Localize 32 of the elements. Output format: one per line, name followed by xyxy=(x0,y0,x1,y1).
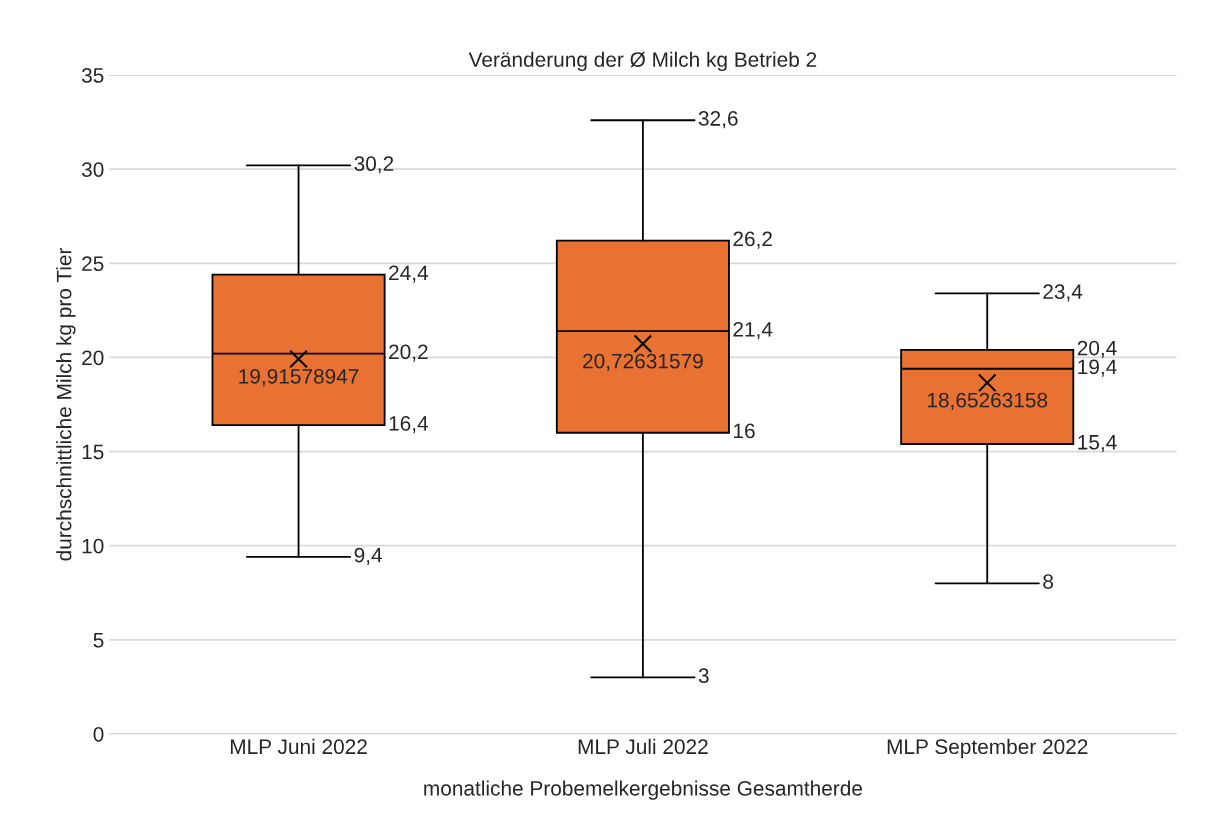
text: 16,4 xyxy=(389,416,429,434)
y-tick-label: 5 xyxy=(93,633,104,648)
y-tick-label: 0 xyxy=(93,726,104,742)
text: 20,2 xyxy=(389,344,428,362)
text: 19,91578947 xyxy=(239,368,359,387)
text: 8 xyxy=(1043,574,1053,589)
text: 32,6 xyxy=(698,111,738,129)
text: 16 xyxy=(734,423,755,439)
text: 15,4 xyxy=(1078,435,1117,453)
text: 19,4 xyxy=(1078,359,1117,377)
text: 18,65263158 xyxy=(927,392,1048,410)
x-tick-label: MLP September 2022 xyxy=(887,738,1088,759)
text: 21,4 xyxy=(733,321,773,340)
text: 20,4 xyxy=(1077,340,1117,358)
y-tick-label: 35 xyxy=(81,68,104,83)
text: 3 xyxy=(698,668,709,684)
text: 30,2 xyxy=(354,156,394,174)
x-tick-label: MLP Juni 2022 xyxy=(230,738,367,755)
text: 23,4 xyxy=(1043,284,1083,302)
chart-title: Veränderung der Ø Milch kg Betrieb 2 xyxy=(468,51,817,72)
x-tick-label: MLP Juli 2022 xyxy=(578,738,708,755)
y-tick-label: 20 xyxy=(82,350,104,366)
y-tick-label: 10 xyxy=(82,538,104,554)
x-axis-title: monatliche Probemelkergebnisse Gesamtherde xyxy=(424,780,862,800)
text: 9,4 xyxy=(354,547,382,566)
y-tick-label: 25 xyxy=(82,256,104,272)
y-axis-title: durchschnittliche Milch kg pro Tier xyxy=(56,247,76,561)
text: 20,72631579 xyxy=(583,353,703,371)
y-tick-label: 30 xyxy=(81,162,104,177)
y-tick-label: 15 xyxy=(82,444,104,460)
text: 24,4 xyxy=(389,265,429,283)
text: 26,2 xyxy=(733,231,772,249)
